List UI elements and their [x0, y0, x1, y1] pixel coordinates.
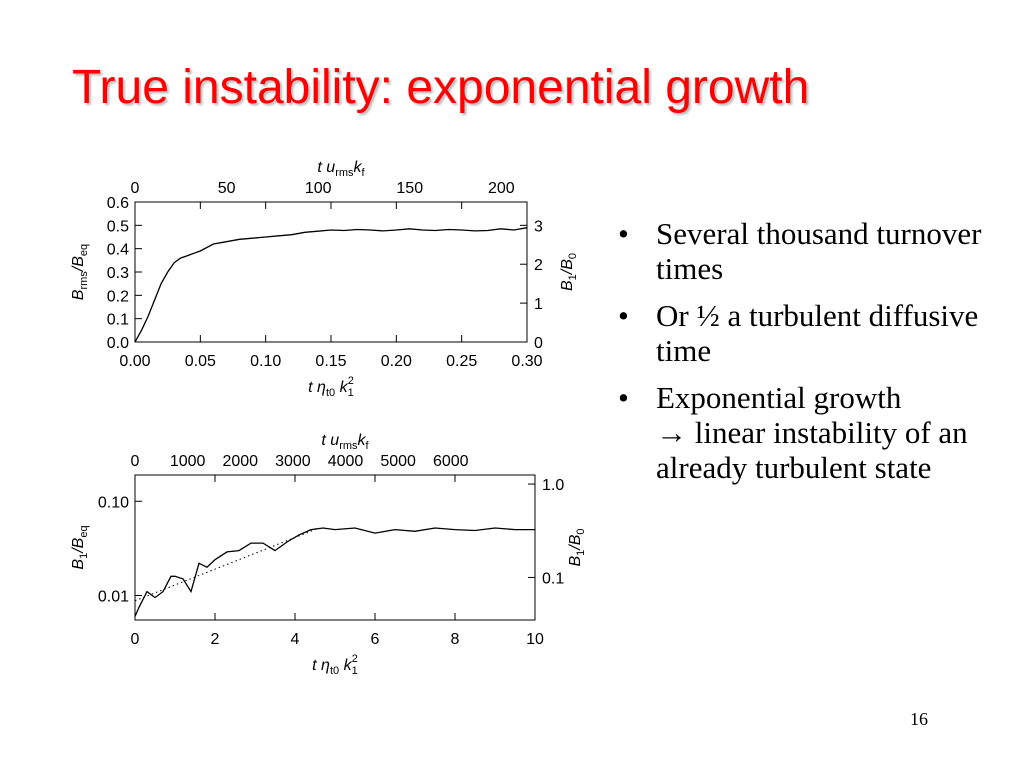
page-number: 16 — [910, 709, 928, 729]
y-right-axis-label: B1/B0 — [567, 528, 587, 566]
bullet-symbol: • — [618, 216, 629, 251]
x-top-tick-label: 5000 — [380, 453, 416, 470]
x-tick-label: 0.25 — [446, 353, 477, 370]
x-top-tick-label: 100 — [305, 180, 332, 197]
bullet-item: • Several thousand turnover times — [612, 216, 1012, 286]
bullet-text: Or ½ a turbulent diffusive time — [656, 298, 979, 368]
y-tick-label: 0.01 — [98, 589, 129, 606]
x-top-tick-label: 3000 — [275, 453, 311, 470]
x-tick-label: 6 — [371, 631, 380, 648]
x-top-tick-label: 6000 — [433, 453, 469, 470]
y-right-tick-label: 2 — [534, 257, 543, 274]
x-top-tick-label: 4000 — [328, 453, 364, 470]
y-tick-label: 0.6 — [107, 195, 129, 212]
x-top-axis-label: t urmskf — [317, 159, 365, 179]
y-tick-label: 0.4 — [107, 242, 129, 259]
x-top-tick-label: 2000 — [222, 453, 258, 470]
x-tick-label: 2 — [211, 631, 220, 648]
bullet-item: • Exponential growth → linear instabilit… — [612, 380, 1012, 485]
x-top-tick-label: 200 — [488, 180, 515, 197]
y-right-axis-label: B1/B0 — [559, 253, 579, 291]
x-tick-label: 0.15 — [315, 353, 346, 370]
y-tick-label: 0.1 — [107, 312, 129, 329]
y-right-tick-label: 1.0 — [542, 477, 564, 494]
bullet-text: Several thousand turnover times — [656, 216, 982, 286]
bullet-symbol: • — [618, 298, 629, 333]
y-right-tick-label: 1 — [534, 296, 543, 313]
x-tick-label: 0 — [131, 631, 140, 648]
x-tick-label: 0.20 — [381, 353, 412, 370]
y-tick-label: 0.0 — [107, 335, 129, 352]
y-tick-label: 0.10 — [98, 494, 129, 511]
x-top-tick-label: 0 — [131, 180, 140, 197]
x-tick-label: 4 — [291, 631, 300, 648]
x-tick-label: 0.30 — [511, 353, 542, 370]
x-top-tick-label: 150 — [396, 180, 423, 197]
y-axis-label: B1/Beq — [70, 525, 90, 569]
bullet-symbol: • — [618, 380, 629, 415]
x-axis-label: t ηt0 k12 — [312, 653, 358, 677]
data-line — [134, 227, 528, 343]
plot-frame — [134, 201, 528, 343]
x-top-tick-label: 0 — [131, 453, 140, 470]
bullet-item: • Or ½ a turbulent diffusive time — [612, 298, 1012, 368]
chart-panel-2: 0 2 4 6 8 100 1000 2000 3000 4000 5000 60000.010.10… — [70, 432, 587, 677]
x-top-tick-label: 1000 — [170, 453, 206, 470]
bullet-list: • Several thousand turnover times • Or ½… — [612, 216, 1012, 497]
data-line — [134, 527, 535, 617]
y-right-tick-label: 3 — [534, 218, 543, 235]
y-tick-label: 0.5 — [107, 218, 129, 235]
chart-panel-1: 0.00 0.05 0.10 0.15 0.20 0.25 0.300 50 100 150 200… — [70, 159, 579, 399]
x-tick-label: 10 — [526, 631, 544, 648]
y-axis-label: Brms/Beq — [70, 244, 90, 300]
x-axis-label: t ηt0 k12 — [308, 375, 354, 399]
x-tick-label: 8 — [451, 631, 460, 648]
y-tick-label: 0.2 — [107, 288, 129, 305]
x-tick-label: 0.00 — [119, 353, 150, 370]
x-top-tick-label: 50 — [218, 180, 236, 197]
slide-title: True instability: exponential growth — [72, 61, 810, 114]
arrow-icon: → — [656, 415, 687, 450]
fit-line — [134, 527, 320, 602]
x-top-axis-label: t urmskf — [321, 432, 369, 452]
x-tick-label: 0.05 — [185, 353, 216, 370]
y-right-tick-label: 0 — [534, 335, 543, 352]
bullet-text: linear instability of an already turbule… — [656, 415, 968, 485]
y-right-tick-label: 0.1 — [542, 570, 564, 587]
x-tick-label: 0.10 — [250, 353, 281, 370]
bullet-text: Exponential growth — [656, 380, 902, 415]
plot-frame — [134, 474, 536, 621]
y-tick-label: 0.3 — [107, 265, 129, 282]
